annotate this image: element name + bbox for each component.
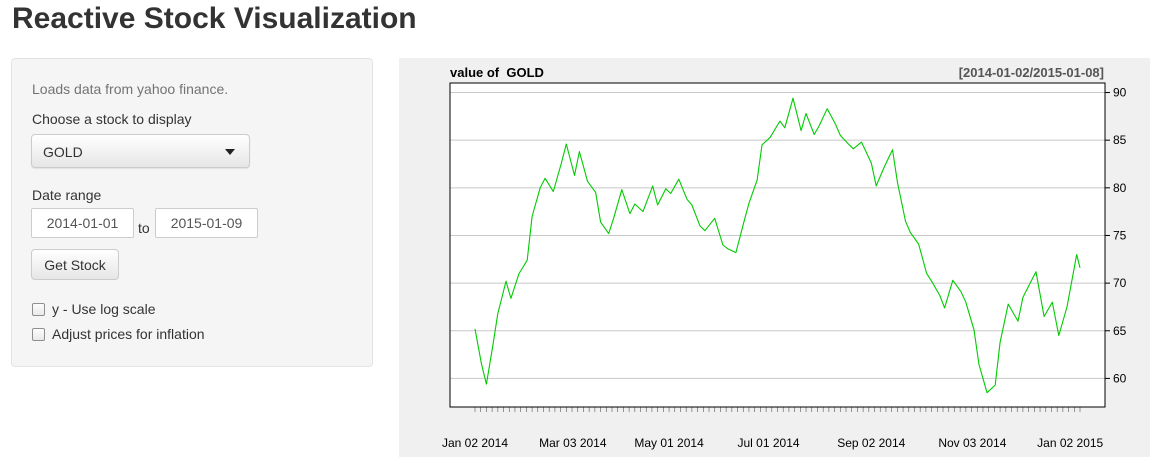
log-scale-checkbox[interactable] — [32, 302, 45, 316]
inflation-option[interactable]: Adjust prices for inflation — [32, 325, 205, 343]
x-tick-label: May 01 2014 — [634, 436, 704, 450]
y-tick-label: 70 — [1113, 276, 1127, 290]
y-tick-label: 75 — [1113, 228, 1127, 242]
plot-background — [450, 83, 1105, 407]
x-tick-label: Sep 02 2014 — [837, 436, 905, 450]
x-tick-label: Nov 03 2014 — [938, 436, 1006, 450]
log-scale-label: y - Use log scale — [52, 301, 156, 317]
inflation-label: Adjust prices for inflation — [52, 326, 205, 342]
help-text: Loads data from yahoo finance. — [32, 81, 229, 97]
stock-select-label: Choose a stock to display — [32, 111, 192, 127]
inflation-checkbox[interactable] — [32, 327, 45, 341]
gold-price-line — [474, 97, 1081, 394]
chart-title: value of GOLD — [450, 65, 544, 80]
sidebar-panel: Loads data from yahoo finance. Choose a … — [11, 58, 373, 367]
chart-date-range: [2014-01-02/2015-01-08] — [959, 65, 1104, 80]
y-tick-label: 90 — [1113, 86, 1127, 100]
page-title: Reactive Stock Visualization — [12, 2, 417, 35]
get-stock-button[interactable]: Get Stock — [31, 249, 119, 280]
plot-border — [449, 82, 1106, 408]
y-tick-label: 65 — [1113, 324, 1127, 338]
date-range-separator: to — [138, 220, 150, 236]
log-scale-option[interactable]: y - Use log scale — [32, 300, 155, 318]
date-start-input[interactable] — [31, 208, 134, 238]
x-tick-label: Jan 02 2015 — [1037, 436, 1103, 450]
chart-layer: 60 65 70 75 80 85 90 Jan 02 2014 Mar 03 2014 May … — [442, 82, 1127, 450]
date-range-label: Date range — [32, 187, 102, 203]
x-tick-label: Jan 02 2014 — [442, 436, 508, 450]
stock-chart: value of GOLD [2014-01-02/2015-01-08] 60… — [399, 58, 1150, 457]
y-tick-label: 60 — [1113, 371, 1127, 385]
stock-select[interactable]: GOLD — [31, 134, 250, 168]
y-tick-label: 80 — [1113, 181, 1127, 195]
date-end-input[interactable] — [155, 208, 258, 238]
chevron-down-icon — [225, 149, 235, 155]
x-tick-label: Jul 01 2014 — [737, 436, 799, 450]
x-tick-label: Mar 03 2014 — [539, 436, 607, 450]
stock-select-value: GOLD — [43, 144, 83, 160]
stock-chart-svg: value of GOLD [2014-01-02/2015-01-08] 60… — [442, 65, 1127, 450]
y-tick-label: 85 — [1113, 133, 1127, 147]
